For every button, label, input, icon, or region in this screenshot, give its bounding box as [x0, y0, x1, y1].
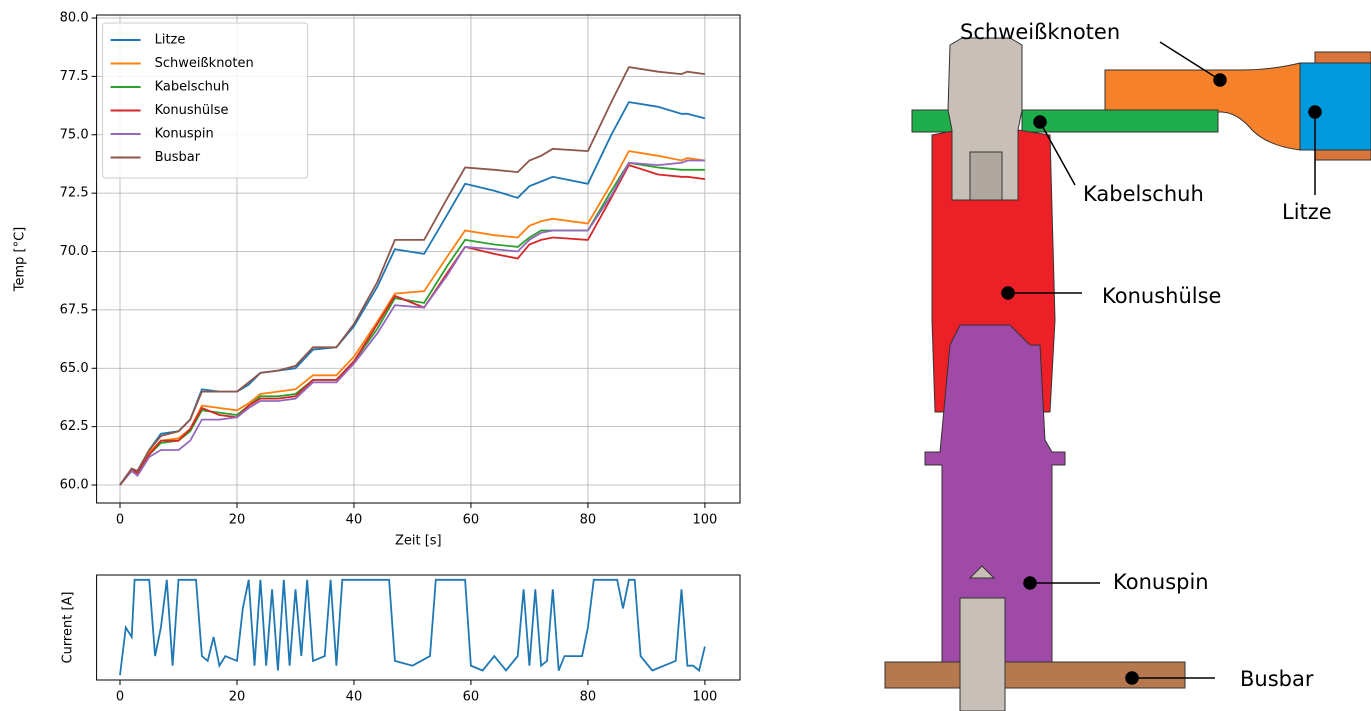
legend-label: Konushülse — [155, 103, 229, 118]
schweissknoten-part — [1105, 63, 1300, 150]
data-line — [120, 163, 705, 485]
legend-label: Litze — [155, 33, 186, 48]
data-line — [120, 165, 705, 485]
x-axis-label: Zeit [s] — [395, 534, 442, 549]
leader-dot — [1214, 74, 1226, 86]
x-tick-label: 20 — [229, 690, 246, 705]
diagram — [885, 38, 1371, 711]
diagram-label: Litze — [1282, 200, 1332, 224]
y-axis-label: Current [A] — [61, 592, 76, 664]
leader-dot — [1002, 287, 1014, 299]
x-tick-label: 40 — [346, 690, 363, 705]
y-tick-label: 70.0 — [60, 244, 89, 259]
busbar-part — [885, 662, 1185, 688]
legend-label: Schweißknoten — [155, 56, 254, 71]
diagram-label: Konushülse — [1102, 284, 1221, 308]
legend-label: Kabelschuh — [155, 80, 230, 95]
figure: 0 20 40 60 80 100 60.0 62.5 65.0 67.5 70.0 72.5 75.0… — [0, 0, 1371, 711]
x-tick-label: 100 — [692, 690, 717, 705]
x-tick-label: 60 — [463, 690, 480, 705]
x-tick-label: 0 — [116, 513, 124, 528]
pin-part — [960, 598, 1005, 711]
y-tick-label: 72.5 — [60, 186, 89, 201]
leader-dot — [1126, 672, 1138, 684]
x-tick-label: 20 — [229, 513, 246, 528]
x-tick-label: 0 — [116, 690, 124, 705]
bolt-hex — [970, 152, 1002, 200]
diagram-label: Konuspin — [1113, 570, 1209, 594]
diagram-label: Schweißknoten — [960, 20, 1120, 44]
y-tick-label: 75.0 — [60, 127, 89, 142]
litze-part — [1300, 63, 1371, 150]
x-tick-label: 100 — [692, 513, 717, 528]
y-tick-label: 62.5 — [60, 419, 89, 434]
y-axis-label: Temp [°C] — [13, 227, 28, 293]
y-tick-label: 80.0 — [60, 11, 89, 26]
y-tick-label: 60.0 — [60, 478, 89, 493]
legend-label: Busbar — [155, 150, 201, 165]
data-line — [120, 151, 705, 485]
y-tick-label: 65.0 — [60, 361, 89, 376]
diagram-label: Busbar — [1240, 667, 1314, 691]
charts: 0 20 40 60 80 100 60.0 62.5 65.0 67.5 70.0 72.5 75.0… — [13, 11, 741, 705]
legend-label: Konuspin — [155, 127, 214, 142]
leader-dot — [1034, 116, 1046, 128]
leader-dot — [1024, 577, 1036, 589]
leader-dot — [1309, 106, 1321, 118]
y-tick-label: 67.5 — [60, 302, 89, 317]
diagram-label: Kabelschuh — [1083, 182, 1204, 206]
plot-frame — [97, 575, 740, 680]
y-tick-label: 77.5 — [60, 69, 89, 84]
data-line — [120, 161, 705, 486]
kabelschuh-part — [1022, 110, 1218, 132]
legend-box — [103, 23, 308, 178]
data-line — [120, 580, 705, 675]
x-tick-label: 80 — [580, 690, 597, 705]
x-tick-label: 80 — [580, 513, 597, 528]
x-tick-label: 40 — [346, 513, 363, 528]
x-tick-label: 60 — [463, 513, 480, 528]
